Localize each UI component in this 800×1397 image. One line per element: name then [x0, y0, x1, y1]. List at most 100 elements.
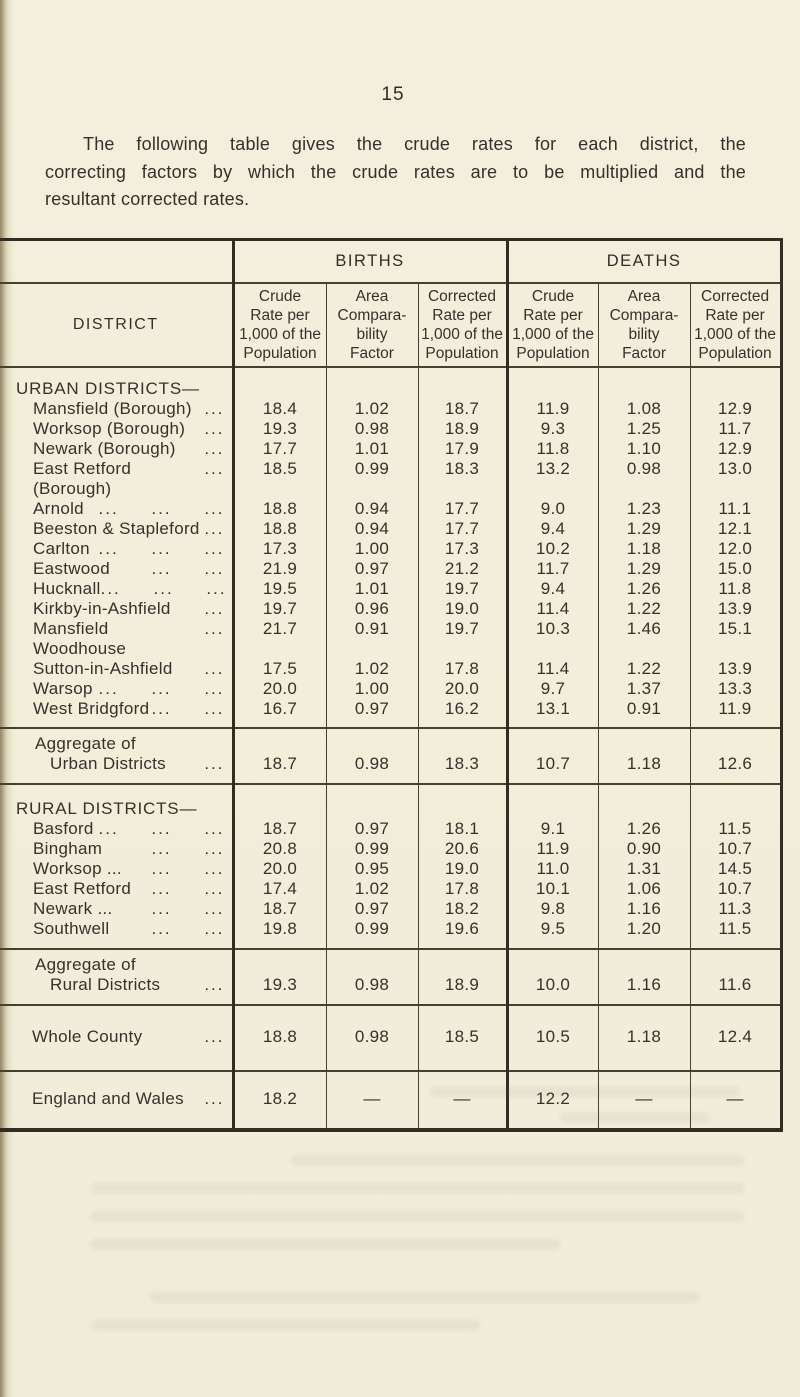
district-cell: Worksop ... ... ...	[0, 859, 233, 879]
table-row: URBAN DISTRICTS—	[0, 366, 782, 399]
dot-leader: ... ...	[151, 838, 225, 858]
value-cell: 0.91	[325, 618, 418, 659]
value-cell: 10.3	[505, 618, 599, 659]
district-label: Worksop ...	[33, 858, 122, 878]
value-cell: 10.7	[689, 838, 782, 859]
table-row: Newark ... ... ... 18.7 0.97 18.2 9.8 1.16 11.3	[0, 898, 782, 919]
district-label: Rural Districts	[50, 974, 161, 994]
table-row: East Retford (Borough)... 18.5 0.99 18.3 13.…	[0, 458, 782, 499]
district-label: Warsop	[33, 678, 93, 698]
value-cell: 21.9	[231, 558, 326, 579]
value-cell: 18.8	[231, 498, 326, 519]
district-cell: Mansfield (Borough)...	[0, 399, 233, 419]
table-row: Whole County... 18.8 0.98 18.5 10.5 1.18 12.4	[0, 1003, 782, 1071]
empty-cell	[231, 782, 326, 819]
intro-paragraph: The following table gives the crude rate…	[45, 131, 746, 214]
table-row: RURAL DISTRICTS—	[0, 782, 782, 819]
value-cell: 17.7	[417, 518, 508, 539]
dot-leader: ... ...	[151, 898, 225, 918]
district-cell: Carlton ... ... ...	[0, 539, 233, 559]
table-section: Aggregate of Rural Districts... 19.3 0.98 18…	[0, 947, 782, 1005]
value-cell: 18.2	[417, 898, 508, 919]
district-label: Arnold	[33, 498, 84, 518]
value-cell: 1.01	[325, 578, 418, 599]
table-row: Eastwood ... ... 21.9 0.97 21.2 11.7 1.29 15.0	[0, 558, 782, 579]
table-header: BIRTHS DEATHS DISTRICT Crude Rate per 1,…	[0, 239, 782, 368]
district-cell: Mansfield Woodhouse...	[0, 619, 233, 659]
value-cell: 20.0	[231, 858, 326, 879]
value-cell: 1.29	[597, 558, 691, 579]
district-label: Southwell	[33, 918, 110, 938]
table-row: Basford... ... ... 18.7 0.97 18.1 9.1 1.26 11.…	[0, 818, 782, 839]
district-label: Aggregate of	[35, 954, 136, 974]
table-section: Whole County... 18.8 0.98 18.5 10.5 1.18 12.4	[0, 1003, 782, 1071]
value-cell: 13.3	[689, 678, 782, 699]
value-cell: 18.7	[231, 898, 326, 919]
dot-leader: ...	[204, 458, 225, 478]
value-cell: 1.22	[597, 598, 691, 619]
page-number: 15	[381, 84, 405, 105]
value-cell: 21.2	[417, 558, 508, 579]
value-cell: 13.9	[689, 658, 782, 679]
value-cell: 11.6	[689, 947, 782, 1005]
table-row: Arnold ... ... ... 18.8 0.94 17.7 9.0 1.23 11.1	[0, 498, 782, 519]
dot-leader: ...	[204, 974, 225, 994]
value-cell: 12.9	[689, 438, 782, 459]
district-cell: Newark ... ... ...	[0, 899, 233, 919]
value-cell: 19.5	[231, 578, 326, 599]
dot-leader: ... ... ...	[98, 678, 225, 698]
value-cell: 10.7	[505, 726, 599, 784]
value-cell: 12.2	[505, 1069, 599, 1130]
value-cell: 19.7	[417, 618, 508, 659]
value-cell: 19.0	[417, 858, 508, 879]
section-heading: RURAL DISTRICTS—	[0, 782, 233, 819]
value-cell: 9.0	[505, 498, 599, 519]
value-cell: 0.94	[325, 518, 418, 539]
value-cell: 11.8	[505, 438, 599, 459]
empty-cell	[325, 366, 418, 399]
value-cell: 1.31	[597, 858, 691, 879]
district-label: Bingham	[33, 838, 103, 858]
dot-leader: ...	[204, 438, 225, 458]
value-cell: 11.0	[505, 858, 599, 879]
value-cell: 10.0	[505, 947, 599, 1005]
district-label: Eastwood	[33, 558, 111, 578]
district-cell: East Retford (Borough)...	[0, 459, 233, 499]
table-row: East Retford ... ... 17.4 1.02 17.8 10.1 1.06 1…	[0, 878, 782, 899]
value-cell: 19.6	[417, 918, 508, 949]
value-cell: 1.20	[597, 918, 691, 949]
district-label: Carlton	[33, 538, 90, 558]
value-cell: 20.0	[417, 678, 508, 699]
value-cell: 16.2	[417, 698, 508, 728]
value-cell: 11.4	[505, 598, 599, 619]
value-cell: 9.8	[505, 898, 599, 919]
district-cell: Hucknall... ... ...	[0, 579, 233, 599]
district-cell: Bingham ... ...	[0, 839, 233, 859]
empty-cell	[325, 782, 418, 819]
value-cell: 11.7	[505, 558, 599, 579]
value-cell: 9.1	[505, 818, 599, 839]
value-cell: 11.3	[689, 898, 782, 919]
value-cell: 0.91	[597, 698, 691, 728]
district-cell: Sutton-in-Ashfield...	[0, 659, 233, 679]
district-label: Worksop (Borough)	[33, 418, 186, 438]
value-cell: 11.4	[505, 658, 599, 679]
value-cell: —	[689, 1069, 782, 1130]
table-row: England and Wales... 18.2— —12.2— —	[0, 1069, 782, 1130]
district-cell: Kirkby-in-Ashfield...	[0, 599, 233, 619]
value-cell: 17.3	[417, 538, 508, 559]
value-cell: 13.1	[505, 698, 599, 728]
dot-leader: ... ...	[151, 878, 225, 898]
table-row: Mansfield Woodhouse... 21.7 0.91 19.7 10.3 1.…	[0, 618, 782, 659]
table-section: RURAL DISTRICTS— Basford... ... ... 18.7 0.…	[0, 782, 782, 949]
value-cell: 19.8	[231, 918, 326, 949]
district-label: Hucknall	[33, 578, 101, 598]
table-row: Beeston & Stapleford... 18.8 0.94 17.7 9.4 1.…	[0, 518, 782, 539]
value-cell: 19.7	[231, 598, 326, 619]
district-cell: West Bridgford... ...	[0, 699, 233, 728]
value-cell: 19.7	[417, 578, 508, 599]
value-cell: 1.10	[597, 438, 691, 459]
table-row: Kirkby-in-Ashfield... 19.7 0.96 19.0 11.4 1.2…	[0, 598, 782, 619]
dot-leader: ... ... ...	[98, 498, 225, 518]
